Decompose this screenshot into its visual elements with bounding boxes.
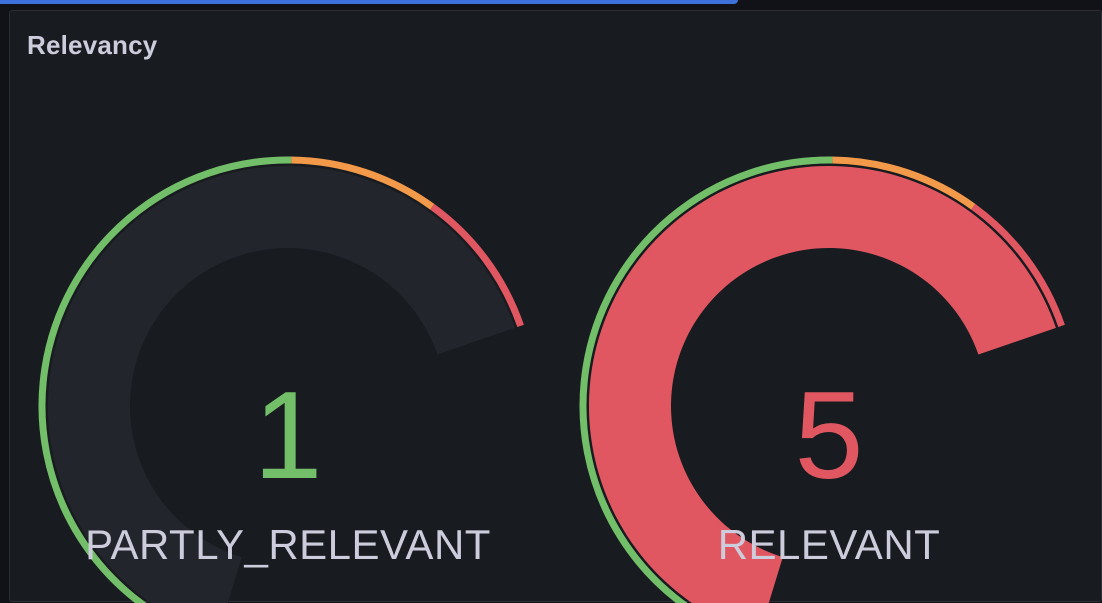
gauge-panel: Relevancy 1 PARTLY_RELEVANT 5 RELEVANT xyxy=(9,10,1102,603)
gauge-dial xyxy=(38,156,524,603)
gauge-value: 5 xyxy=(794,367,864,505)
gauge-value: 1 xyxy=(253,367,323,505)
gauge-dial xyxy=(579,156,1065,603)
top-accent-bar xyxy=(0,0,738,4)
gauge-threshold-segment xyxy=(38,156,292,603)
panel-title[interactable]: Relevancy xyxy=(27,30,158,60)
gauge-threshold-segment xyxy=(832,156,976,210)
gauge-label: PARTLY_RELEVANT xyxy=(85,521,491,568)
gauge-threshold-segment xyxy=(430,203,524,328)
gauge-label: RELEVANT xyxy=(717,521,941,568)
gauge-track xyxy=(48,165,515,603)
gauge-relevant: 5 RELEVANT xyxy=(559,11,1099,603)
gauge-threshold-segment xyxy=(579,156,833,603)
gauge-threshold-segment xyxy=(971,203,1065,328)
gauge-fill xyxy=(589,165,1056,603)
gauge-threshold-segment xyxy=(291,156,435,210)
gauge-partly-relevant: 1 PARTLY_RELEVANT xyxy=(18,11,558,603)
